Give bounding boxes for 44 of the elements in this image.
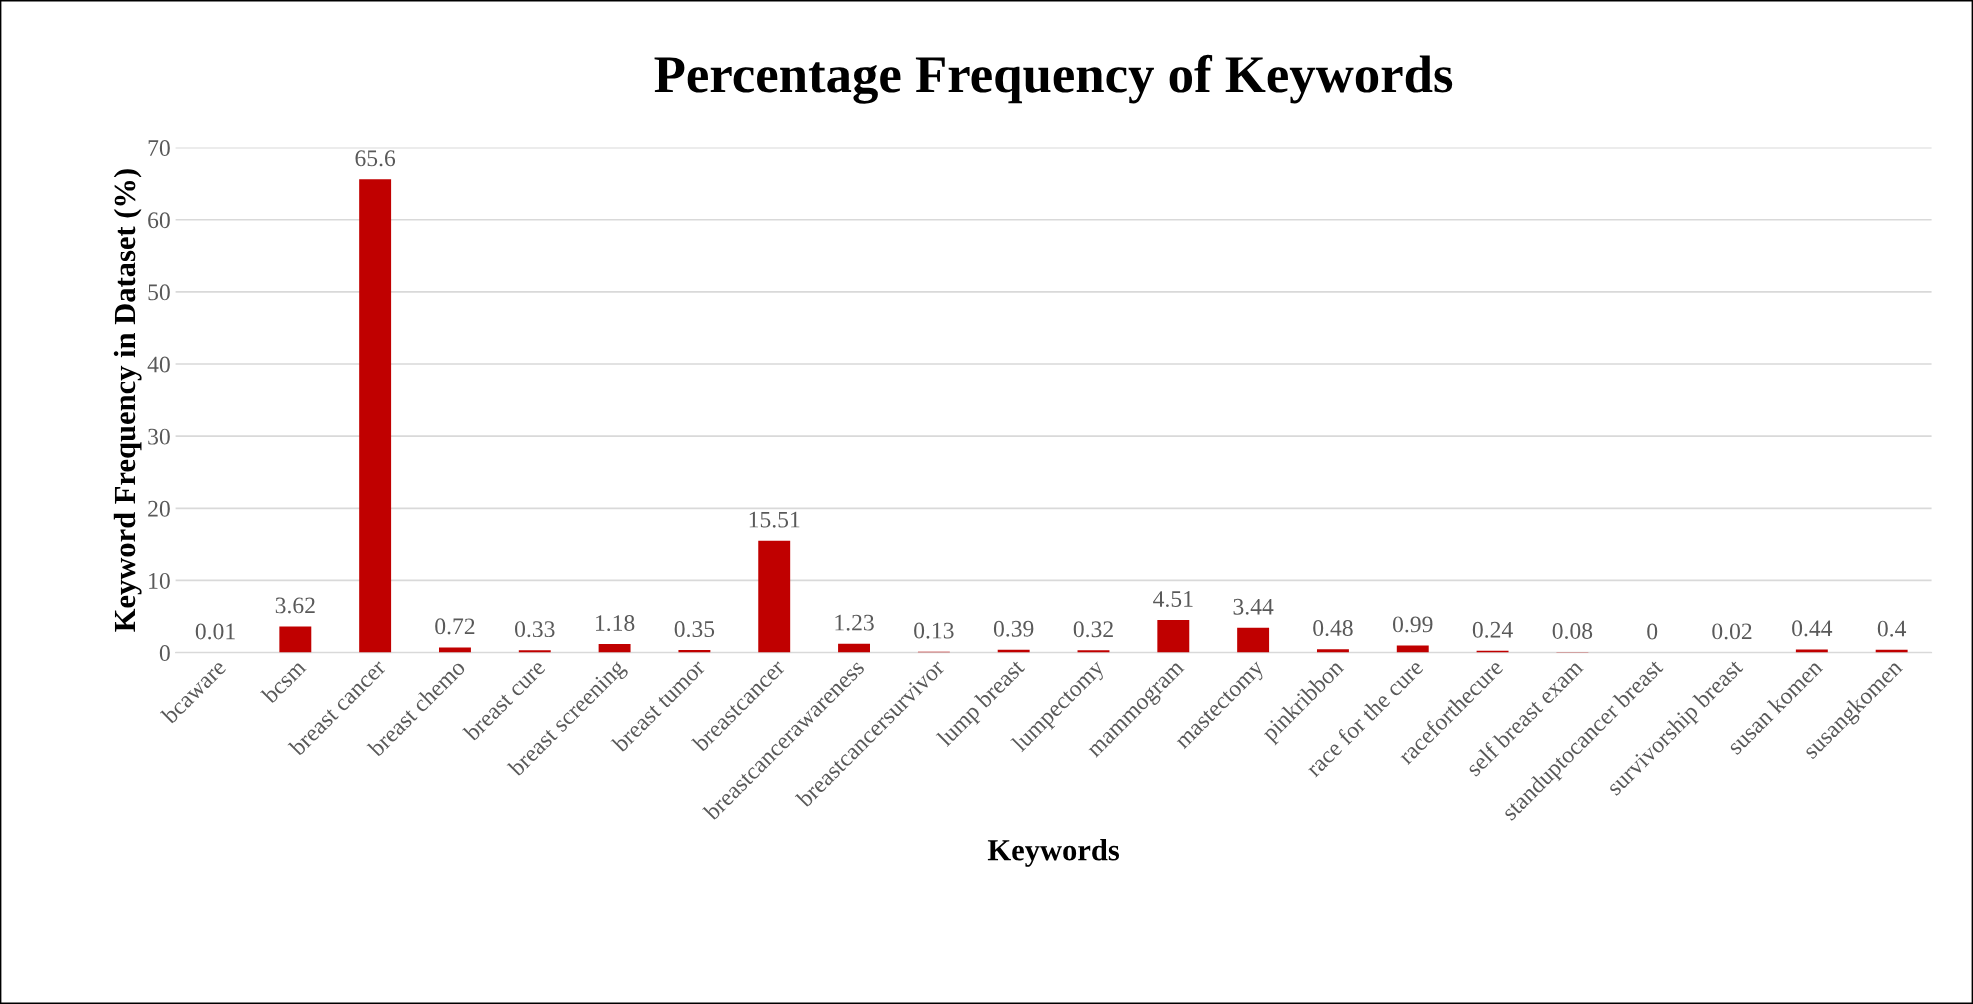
data-label: 15.51 (749, 511, 800, 528)
data-label: 0.01 (195, 623, 235, 640)
y-axis-title: Keyword Frequency in Dataset (%) (113, 169, 142, 632)
y-tick-label: 30 (148, 428, 170, 445)
data-label: 0.48 (1313, 620, 1353, 637)
y-tick-label: 10 (149, 572, 170, 589)
bar (758, 540, 791, 653)
y-tick-label: 20 (148, 500, 170, 517)
data-label: 1.18 (596, 615, 635, 632)
bar (1795, 649, 1828, 653)
bar (438, 647, 471, 653)
data-label: 0.72 (435, 618, 475, 635)
data-label: 0.02 (1712, 623, 1752, 640)
y-tick-label: 60 (148, 212, 170, 229)
chart-title: Percentage Frequency of Keywords (654, 54, 1453, 104)
data-label: 0.13 (914, 622, 954, 639)
data-label: 0.08 (1552, 622, 1593, 639)
data-label: 0.99 (1393, 616, 1433, 633)
y-tick-label: 50 (148, 284, 170, 301)
bar (838, 643, 870, 653)
bar (359, 179, 392, 653)
data-label: 4.51 (1153, 591, 1193, 608)
data-label: 3.62 (275, 597, 315, 614)
bar (1157, 620, 1190, 653)
data-label: 0.4 (1877, 620, 1907, 637)
data-label: 0.24 (1472, 621, 1513, 638)
data-label: 0.35 (674, 621, 715, 638)
y-tick-label: 70 (148, 140, 170, 157)
data-label: 0 (1647, 623, 1658, 640)
bar (279, 626, 312, 653)
data-label: 3.44 (1233, 598, 1274, 615)
data-label: 0.33 (515, 621, 555, 638)
x-axis-title: Keywords (987, 839, 1120, 867)
bar (1396, 645, 1429, 653)
data-label: 65.6 (355, 150, 396, 167)
bar (598, 644, 631, 653)
data-label: 0.39 (993, 620, 1034, 637)
y-tick-label: 0 (159, 645, 170, 662)
y-tick-label: 40 (147, 356, 170, 373)
data-label: 0.32 (1073, 621, 1113, 638)
bar (1237, 627, 1270, 653)
data-label: 0.44 (1792, 620, 1833, 637)
x-tick-label: bcsm (260, 657, 307, 705)
data-label: 1.23 (835, 614, 874, 631)
